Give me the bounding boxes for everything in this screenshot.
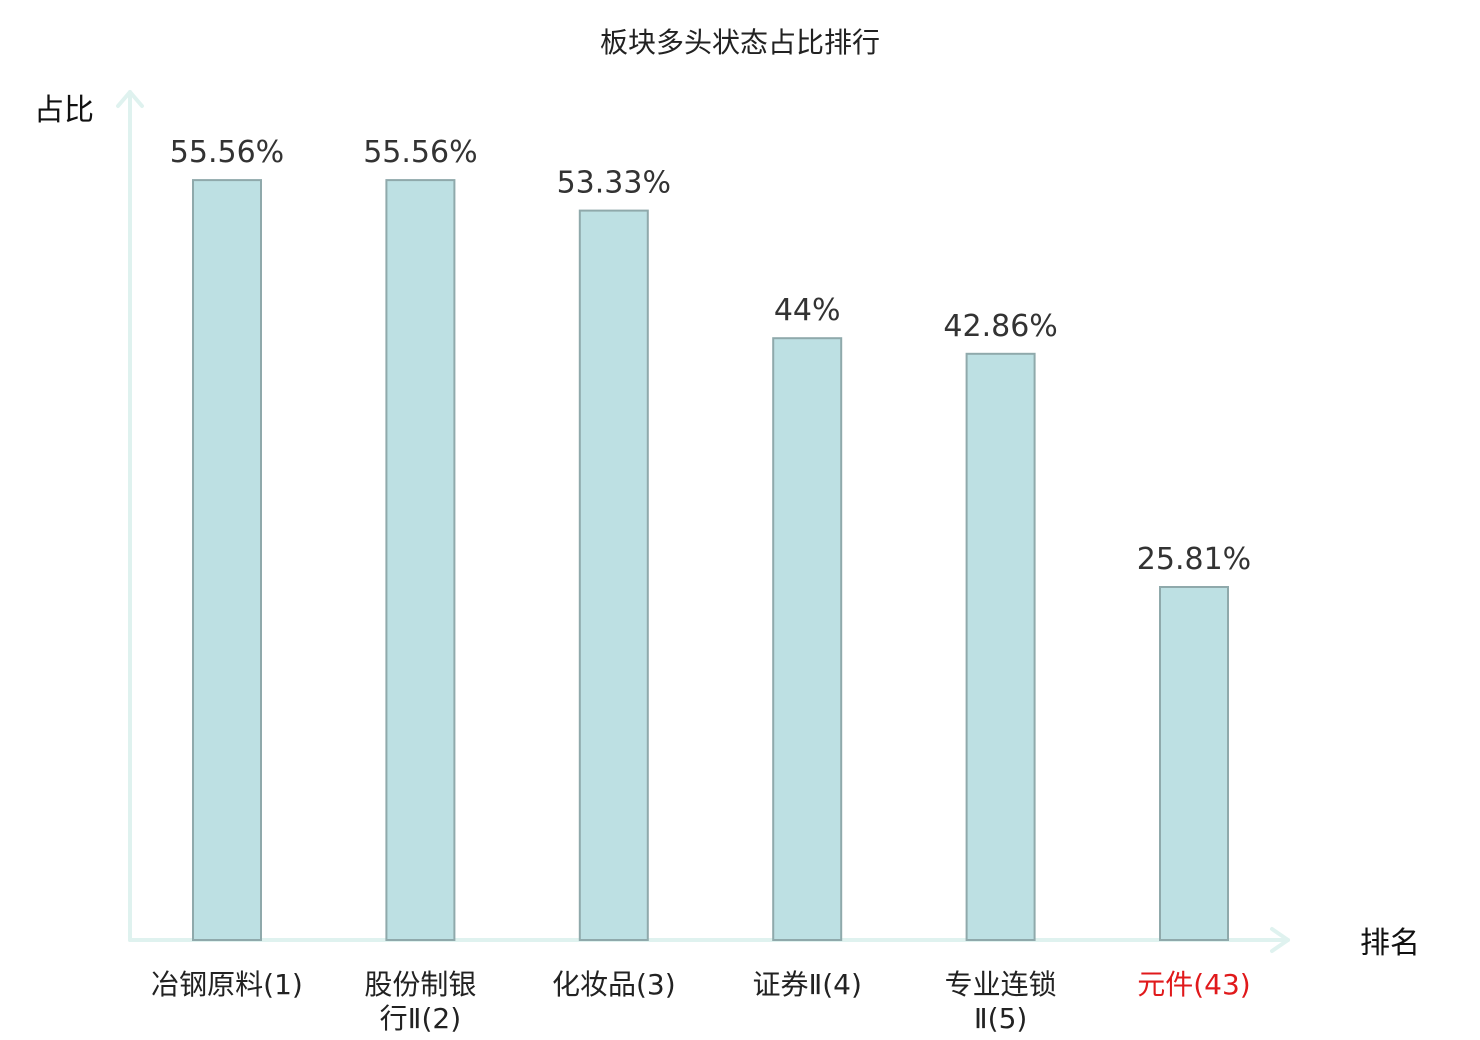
category-label-2: 股份制银行Ⅱ(2)	[364, 968, 476, 1035]
bars-layer	[192, 179, 1229, 942]
bar-6	[1159, 586, 1229, 941]
x-axis-arrow	[1270, 927, 1290, 953]
value-label-4: 44%	[774, 293, 841, 328]
axes	[116, 90, 1290, 953]
y-axis-arrow	[116, 90, 144, 108]
bar-2	[385, 179, 456, 942]
category-label-5: 专业连锁 Ⅱ(5)	[945, 968, 1057, 1035]
category-label-1: 冶钢原料(1)	[151, 968, 303, 1001]
category-label-6: 元件(43)	[1137, 968, 1250, 1001]
bar-3	[578, 209, 649, 942]
value-labels-layer: 55.56% 55.56% 53.33% 44% 42.86% 25.81%	[170, 135, 1251, 577]
bar-5	[965, 352, 1036, 941]
y-axis-label: 占比	[34, 93, 94, 128]
value-label-3: 53.33%	[557, 166, 671, 201]
bar-1	[192, 179, 262, 942]
value-label-6: 25.81%	[1137, 542, 1251, 577]
x-axis-label: 排名	[1360, 926, 1420, 961]
value-label-1: 55.56%	[170, 135, 284, 170]
category-labels-layer: 冶钢原料(1) 股份制银行Ⅱ(2) 化妆品(3) 证券Ⅱ(4) 专业连锁 Ⅱ(5) 元件(4…	[151, 968, 1251, 1035]
value-label-2: 55.56%	[363, 135, 477, 170]
category-label-4: 证券Ⅱ(4)	[752, 968, 861, 1001]
category-label-3: 化妆品(3)	[552, 968, 676, 1001]
bar-4	[772, 337, 843, 941]
chart-title: 板块多头状态占比排行	[600, 26, 880, 59]
value-label-5: 42.86%	[943, 309, 1057, 344]
